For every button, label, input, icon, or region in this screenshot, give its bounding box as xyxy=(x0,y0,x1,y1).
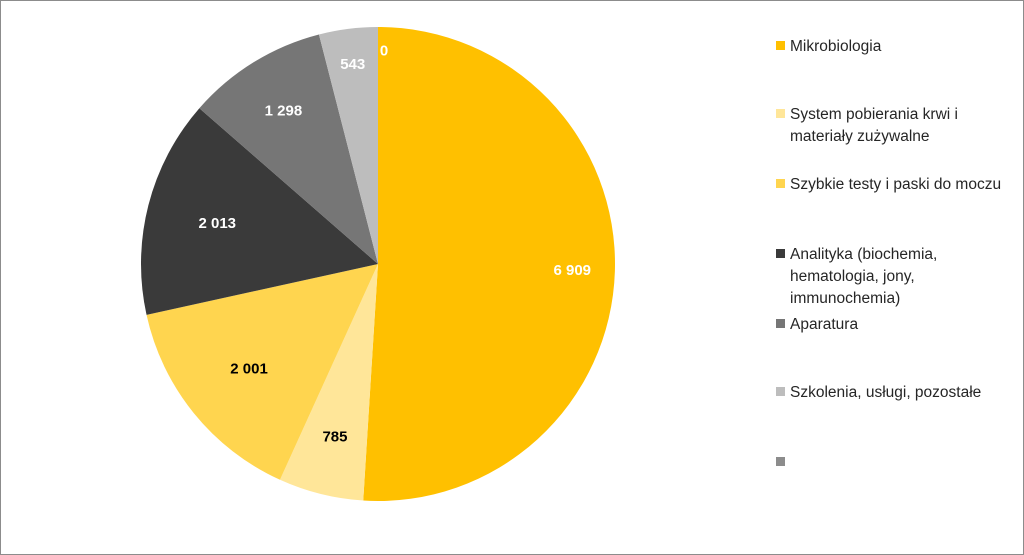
data-label: 0 xyxy=(380,43,388,60)
legend-label: Mikrobiologia xyxy=(790,38,882,55)
data-label: 2 013 xyxy=(198,215,236,232)
pie-slice xyxy=(140,108,378,315)
data-label: 543 xyxy=(340,56,365,73)
legend-label: Szkolenia, usługi, pozostałe xyxy=(790,384,982,401)
data-label: 6 909 xyxy=(553,262,591,279)
legend-swatch xyxy=(776,319,785,328)
pie-slice xyxy=(363,27,616,501)
legend-swatch xyxy=(776,387,785,396)
pie-slice xyxy=(199,34,378,264)
legend-label: Analityka (biochemia, hematologia, jony,… xyxy=(790,246,938,307)
pie-slice xyxy=(318,27,378,264)
legend-label: Szybkie testy i paski do moczu xyxy=(790,176,1002,193)
data-label: 2 001 xyxy=(230,360,268,377)
legend-label: Aparatura xyxy=(790,316,859,333)
pie-slice xyxy=(146,264,378,480)
legend-swatch xyxy=(776,457,785,466)
pie-slice xyxy=(279,264,378,501)
data-label: 785 xyxy=(322,428,347,445)
legend-swatch xyxy=(776,179,785,188)
data-label: 1 298 xyxy=(265,103,303,120)
legend-swatch xyxy=(776,109,785,118)
legend-swatch xyxy=(776,41,785,50)
legend-label: System pobierania krwi i materiały zużyw… xyxy=(790,106,958,145)
legend-swatch xyxy=(776,249,785,258)
